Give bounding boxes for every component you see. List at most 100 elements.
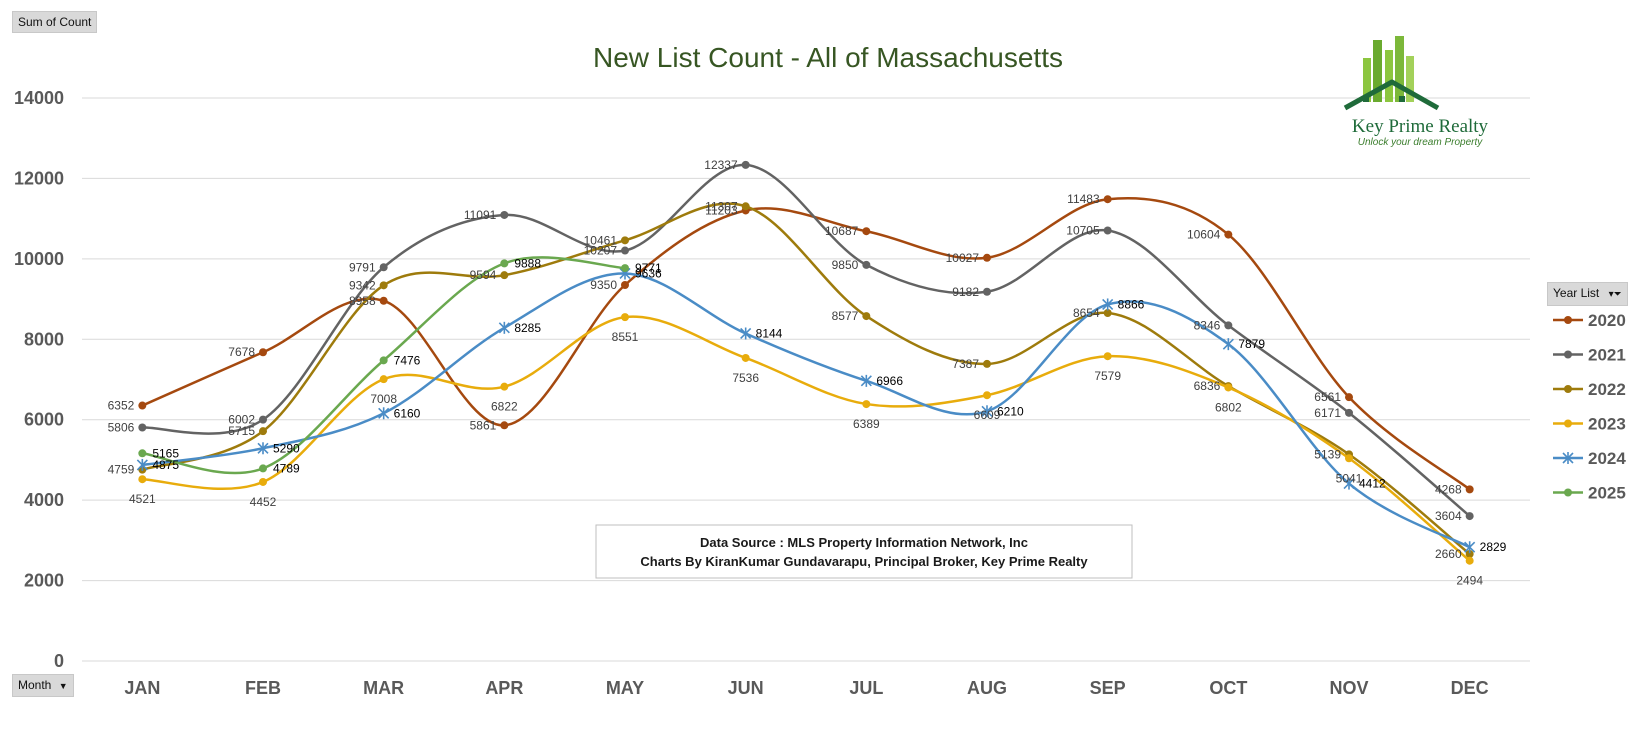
data-point-2025 (500, 259, 509, 268)
x-tick-label: APR (485, 678, 523, 698)
data-label-2020: 7678 (228, 345, 255, 359)
data-point-2023 (862, 400, 871, 409)
data-label-2022: 11307 (705, 199, 738, 213)
data-point-2022 (1103, 308, 1112, 317)
data-point-2023 (983, 391, 991, 400)
data-label-2023: 6609 (974, 408, 1001, 422)
legend-item-2023: 2023 (1553, 415, 1626, 434)
series-line-2023 (142, 315, 1471, 562)
company-logo: Key Prime Realty Unlock your dream Prope… (1343, 36, 1489, 148)
legend-marker-2022 (1564, 385, 1572, 393)
logo-name: Key Prime Realty (1352, 116, 1489, 137)
sum-of-count-field-button[interactable]: Sum of Count (12, 11, 98, 33)
data-label-2024: 7879 (1238, 337, 1265, 351)
data-label-2023: 2494 (1456, 574, 1483, 588)
data-label-2024: 9636 (635, 266, 662, 280)
data-point-2024 (378, 407, 390, 420)
data-label-2021: 9850 (832, 258, 859, 272)
data-label-2021: 8346 (1194, 318, 1221, 332)
data-label-2020: 6561 (1314, 390, 1341, 404)
data-point-2022 (862, 312, 871, 321)
data-point-2021 (1465, 512, 1474, 521)
data-label-2022: 7387 (952, 357, 979, 371)
legend-item-2024: 2024 (1553, 449, 1626, 468)
year-list-field-button[interactable]: Year List ▾⏷ (1547, 282, 1628, 306)
data-point-2023 (1465, 556, 1474, 565)
x-tick-label: JAN (124, 678, 160, 698)
legend-label: 2022 (1588, 380, 1626, 399)
data-point-2020 (1224, 230, 1233, 239)
data-point-2023 (500, 382, 509, 391)
data-point-2024 (1102, 298, 1114, 311)
data-label-2022: 6836 (1194, 379, 1221, 393)
legend-marker-2021 (1564, 350, 1572, 359)
data-point-2020 (500, 421, 509, 430)
data-label-2020: 11203 (705, 203, 738, 217)
series-line-2024 (142, 272, 1471, 549)
year-list-field-label: Year List (1553, 286, 1600, 300)
data-label-2021: 9182 (952, 285, 979, 299)
series-line-2021 (142, 163, 1471, 518)
data-point-2022 (379, 281, 388, 290)
data-point-2023 (259, 477, 267, 486)
month-field-button[interactable]: Month ▼ (12, 674, 74, 697)
legend: 2020 2021 2022 2023 2024 2025 (1553, 311, 1626, 503)
gridlines (82, 97, 1530, 662)
x-tick-label: AUG (967, 678, 1007, 698)
data-label-2020: 10604 (1187, 228, 1221, 242)
legend-label: 2021 (1588, 346, 1626, 365)
x-tick-label: JUN (728, 678, 764, 698)
series-line-2020 (141, 196, 1471, 491)
y-tick-label: 10000 (14, 249, 64, 269)
data-point-2023 (621, 313, 629, 322)
data-label-2024: 6160 (394, 406, 421, 420)
data-point-2020 (1465, 485, 1474, 494)
data-point-2020 (379, 296, 388, 305)
data-point-2024 (1464, 541, 1476, 554)
data-point-2021 (259, 415, 267, 424)
y-tick-label: 6000 (24, 410, 64, 430)
data-label-2024: 8144 (756, 326, 783, 340)
data-point-2022 (500, 271, 509, 280)
data-point-2021 (621, 246, 629, 255)
legend-label: 2025 (1588, 484, 1626, 503)
data-point-2020 (621, 280, 629, 289)
data-label-2024: 2829 (1480, 540, 1507, 554)
y-axis: 0 2000 4000 6000 8000 10000 12000 14000 (14, 88, 64, 671)
series-2024 (136, 267, 1476, 554)
data-label-2022: 5139 (1314, 447, 1341, 461)
source-line-1: Data Source : MLS Property Information N… (700, 535, 1028, 550)
data-label-2021: 5806 (108, 421, 135, 435)
legend-label: 2020 (1588, 311, 1626, 330)
data-label-2022: 8577 (832, 309, 859, 323)
data-point-2025 (138, 449, 147, 458)
data-point-2023 (379, 375, 388, 384)
data-label-2021: 3604 (1435, 509, 1462, 523)
data-label-2025: 4789 (273, 461, 300, 475)
data-label-2020: 4268 (1435, 482, 1462, 496)
data-label-2025: 7476 (394, 353, 421, 367)
data-label-2021: 6171 (1314, 406, 1341, 420)
data-label-2022: 2660 (1435, 547, 1462, 561)
data-label-2023: 6822 (491, 400, 518, 414)
data-point-2021 (1103, 226, 1112, 235)
data-label-2022: 5715 (228, 424, 255, 438)
legend-marker-2023 (1564, 419, 1572, 428)
data-point-2024 (740, 327, 752, 340)
data-label-2024: 8285 (514, 321, 541, 335)
data-label-2024: 4412 (1359, 477, 1386, 491)
legend-item-2020: 2020 (1553, 311, 1626, 330)
dropdown-arrow-icon: ▼ (58, 681, 68, 691)
data-point-2020 (1103, 195, 1112, 204)
data-label-2020: 10687 (825, 224, 859, 238)
data-point-2020 (1345, 393, 1353, 402)
data-point-2021 (1345, 408, 1353, 417)
data-label-2021: 10705 (1066, 224, 1100, 238)
data-point-2021 (500, 210, 509, 219)
x-tick-label: FEB (245, 678, 281, 698)
legend-marker-2020 (1564, 316, 1572, 324)
series-2023 (138, 313, 1474, 565)
data-label-2023: 7536 (732, 371, 759, 385)
series-line-2025 (142, 256, 626, 475)
